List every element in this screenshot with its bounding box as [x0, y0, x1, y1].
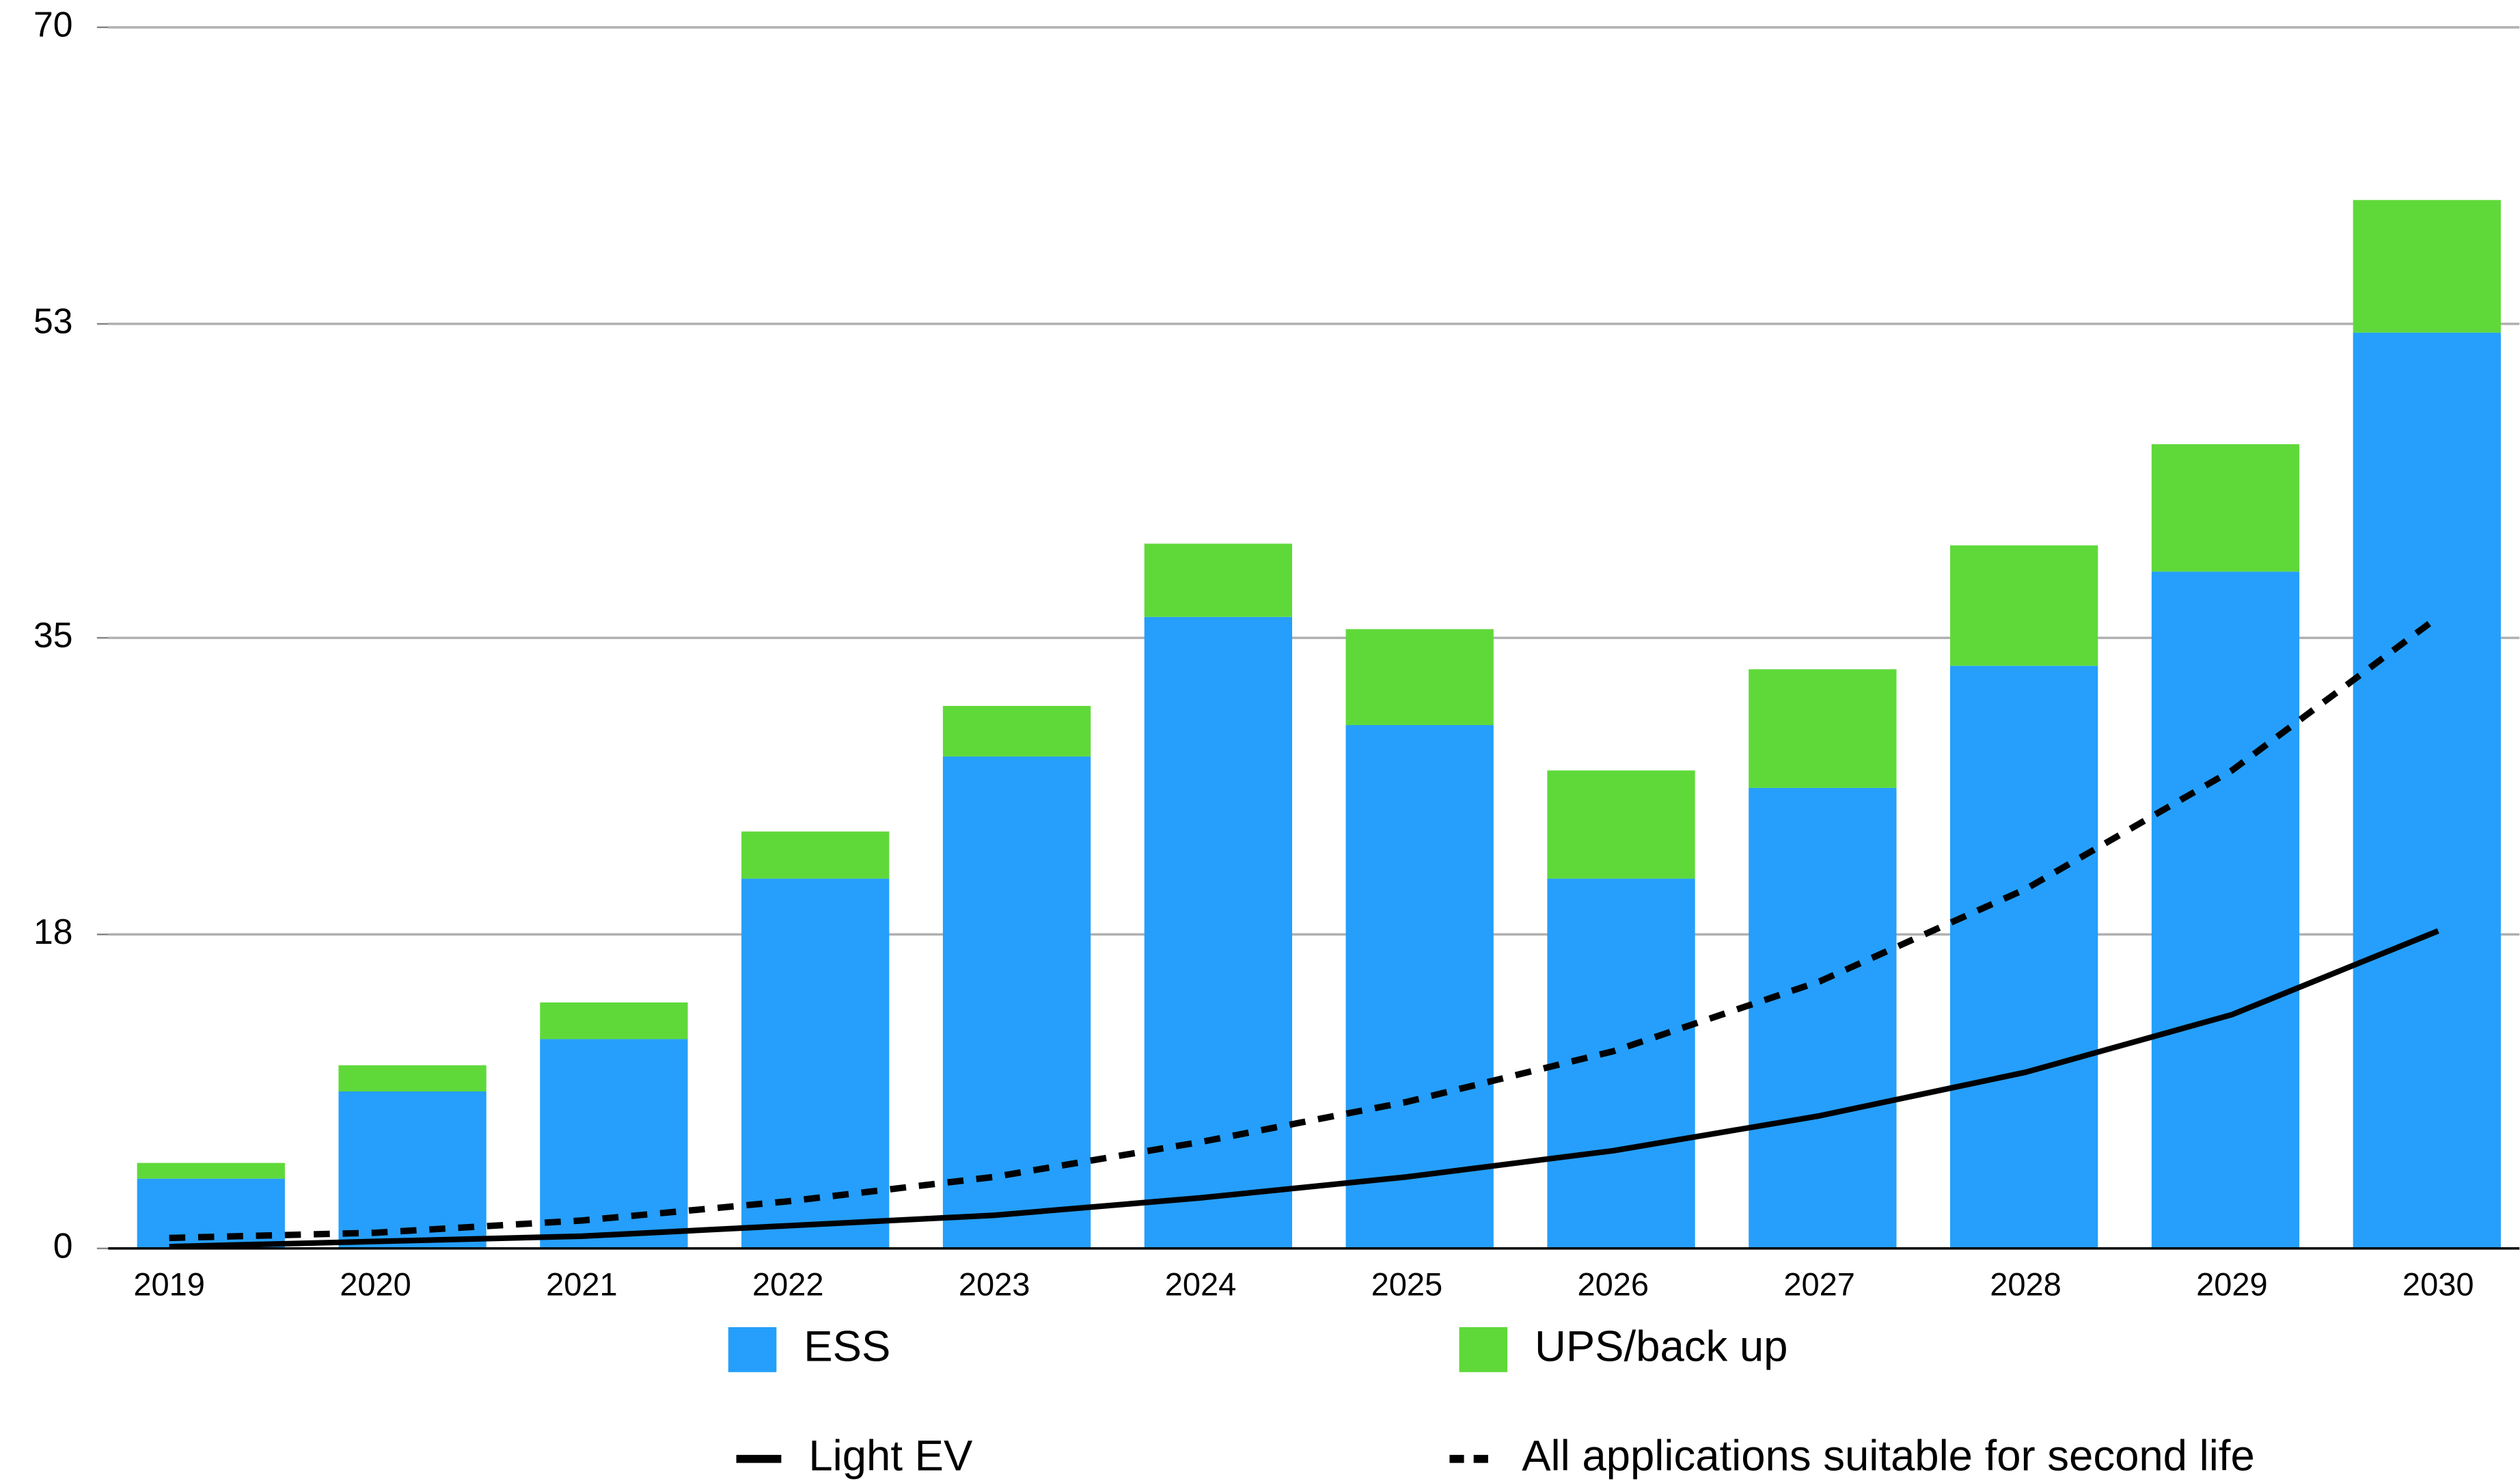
x-tick-label: 2027	[1783, 1266, 1855, 1303]
bar-segment	[2151, 444, 2300, 572]
bar-segment	[1345, 724, 1494, 1249]
bar-segment	[1345, 629, 1494, 725]
y-tick-label: 0	[53, 1225, 73, 1265]
y-tick-label: 53	[33, 301, 73, 341]
bar-segment	[942, 705, 1091, 757]
bar-segment	[338, 1091, 487, 1249]
bar-segment	[1144, 543, 1293, 617]
bar-segment	[1950, 666, 2098, 1249]
bar-segment	[741, 878, 890, 1249]
bar-segment	[2353, 332, 2501, 1249]
bar-segment	[540, 1002, 688, 1039]
bar-segment	[1144, 616, 1293, 1249]
y-tick-label: 70	[33, 5, 73, 44]
x-tick-label: 2022	[752, 1266, 824, 1303]
x-tick-label: 2023	[959, 1266, 1030, 1303]
bar-segment	[1950, 545, 2098, 666]
x-tick-label: 2030	[2402, 1266, 2474, 1303]
bar-segment	[2151, 571, 2300, 1249]
legend-label: ESS	[804, 1323, 890, 1371]
y-tick-label: 18	[33, 912, 73, 951]
x-tick-label: 2025	[1371, 1266, 1443, 1303]
x-tick-label: 2021	[546, 1266, 618, 1303]
bar-segment	[1547, 878, 1695, 1249]
bar-segment	[741, 831, 890, 879]
bar-segment	[2353, 200, 2501, 333]
line	[169, 928, 2439, 1250]
x-tick-label: 2024	[1165, 1266, 1237, 1303]
legend-swatch	[728, 1326, 777, 1372]
x-tick-label: 2028	[1990, 1266, 2062, 1303]
bar-segment	[137, 1162, 285, 1179]
legend-label: All applications suitable for second lif…	[1522, 1432, 2255, 1480]
bar-segment	[1749, 787, 1897, 1249]
legend-swatch	[1459, 1326, 1508, 1372]
y-tick-label: 35	[33, 615, 73, 655]
line	[169, 614, 2441, 1242]
x-tick-label: 2020	[340, 1266, 411, 1303]
legend-label: Light EV	[808, 1432, 973, 1480]
legend-label: UPS/back up	[1535, 1323, 1788, 1371]
x-tick-label: 2026	[1577, 1266, 1649, 1303]
x-tick-label: 2019	[133, 1266, 205, 1303]
bar-segment	[338, 1065, 487, 1092]
bar-segment	[1547, 770, 1695, 879]
bar-segment	[1749, 669, 1897, 788]
x-tick-label: 2029	[2196, 1266, 2268, 1303]
